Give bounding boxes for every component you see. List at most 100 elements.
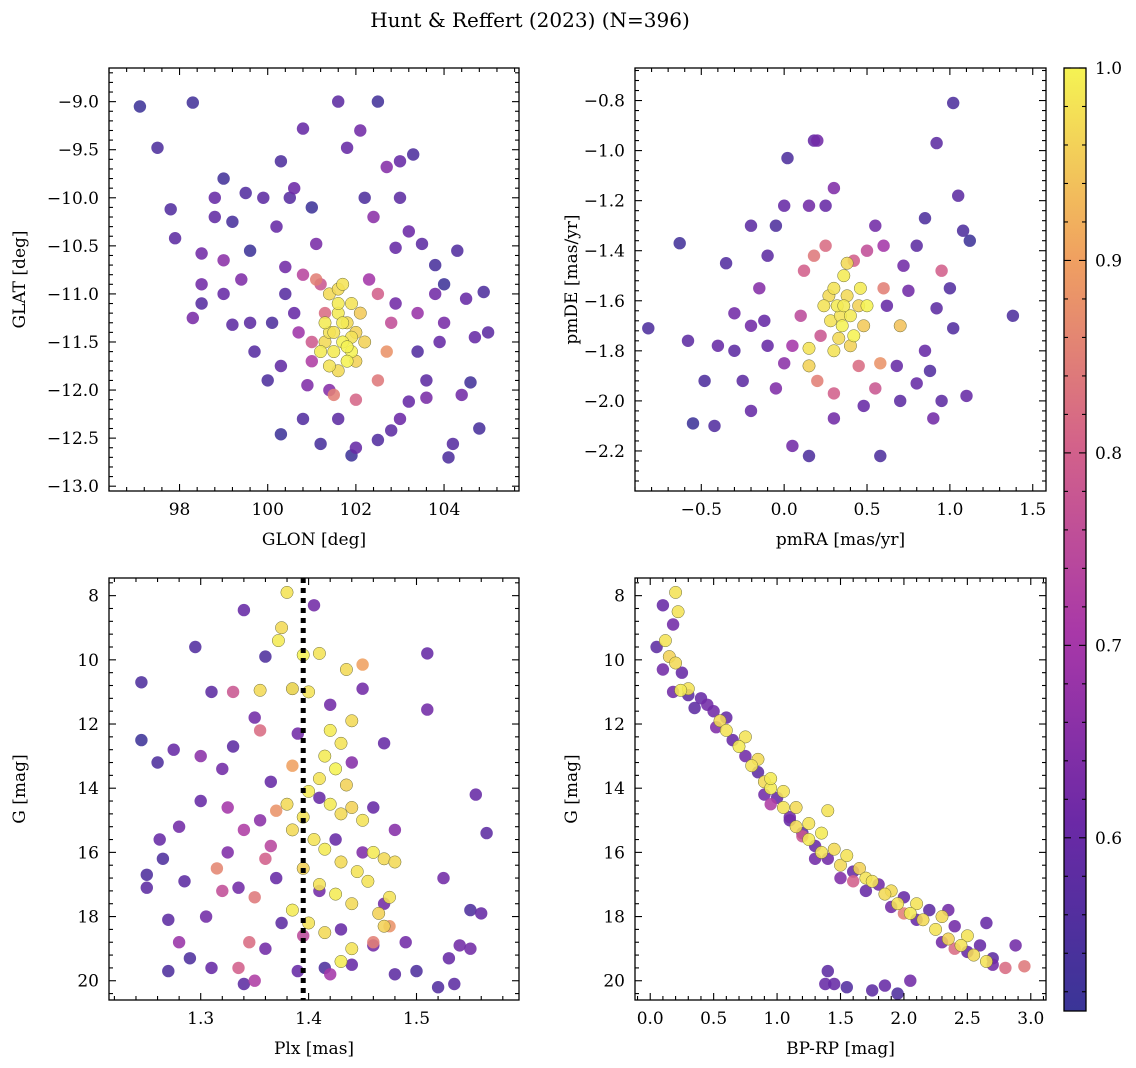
scatter-point [865,874,879,888]
scatter-point [880,299,894,312]
scatter-point [711,339,725,352]
colorbar-tick-label: 0.6 [1095,829,1122,849]
x-tick-label: 2.5 [954,1009,981,1029]
y-axis-label: G [mag] [10,754,30,823]
scatter-point [650,640,663,654]
scatter-point [448,977,461,991]
scatter-point [270,871,283,885]
x-tick-label: 1.0 [936,500,963,520]
x-tick-label: 1.3 [187,1009,214,1029]
x-tick-label: 98 [169,500,191,520]
scatter-point [205,685,218,699]
scatter-point [442,451,455,464]
scatter-point [305,335,318,349]
scatter-point [270,220,283,233]
y-tick-label: −9.0 [58,93,99,113]
y-axis-label: G [mag] [562,754,582,823]
scatter-point [821,964,834,978]
scatter-point [828,977,841,991]
scatter-point [811,374,824,388]
scatter-point [133,100,147,113]
scatter-point [318,306,332,320]
scatter-point [410,964,423,978]
scatter-point [669,585,683,599]
scatter-point [167,743,180,756]
scatter-point [802,341,816,355]
scatter-point [322,359,336,373]
scatter-point [999,961,1012,975]
scatter-point [421,647,434,660]
scatter-point [980,916,993,930]
scatter-point [324,698,337,711]
scatter-point [910,377,923,390]
scatter-point [869,382,882,395]
scatter-point [217,172,230,185]
scatter-point [764,798,777,811]
y-tick-label: 10 [603,651,625,671]
x-tick-label: 1.4 [295,1009,322,1029]
scatter-point [819,977,832,991]
scatter-point [354,124,367,137]
scatter-point [334,923,348,936]
scatter-point [758,314,771,327]
scatter-point [429,287,442,301]
scatter-point [843,309,857,323]
scatter-point [388,823,402,837]
scatter-point [857,319,871,333]
scatter-point [656,663,670,676]
scatter-point [878,887,892,901]
scatter-point [783,810,796,824]
scatter-point [802,359,816,373]
y-tick-label: −0.8 [584,92,625,112]
scatter-point [769,382,783,395]
scatter-point [239,186,252,200]
scatter-point [275,621,289,635]
scatter-point [353,306,367,320]
scatter-point [853,861,866,875]
scatter-point [285,823,299,837]
colorbar-gradient [1063,67,1087,1012]
scatter-point [232,961,245,975]
y-tick-label: 14 [603,779,625,799]
scatter-point [927,412,940,425]
scatter-point [918,344,932,357]
scatter-point [827,842,841,856]
scatter-point [336,316,350,330]
scatter-point [274,155,288,168]
scatter-point [781,151,794,165]
scatter-point [852,359,865,373]
scatter-point [675,666,689,679]
scatter-point [897,259,910,272]
axes-frame [108,67,520,492]
scatter-point [778,199,791,212]
scatter-point [310,237,323,251]
scatter-point [973,939,987,952]
scatter-point [402,225,415,238]
scatter-point [402,395,415,408]
scatter-point [455,388,468,402]
scatter-point [305,355,318,368]
scatter-point [340,340,354,354]
x-tick-label: 1.0 [764,1009,791,1029]
scatter-point [860,244,874,257]
scatter-point [297,929,310,942]
scatter-point [327,325,341,339]
scatter-point [658,634,672,648]
scatter-point [356,813,370,827]
scatter-point [305,201,318,214]
y-tick-label: −12.0 [47,381,99,401]
y-tick-label: −11.5 [47,333,99,353]
x-axis-label: GLON [deg] [262,530,366,550]
x-tick-label: 3.0 [1017,1009,1044,1029]
scatter-point [686,417,700,430]
scatter-point [674,683,688,697]
scatter-point [761,249,774,262]
scatter-point [935,264,948,277]
scatter-point [307,833,321,846]
scatter-point [891,987,904,1000]
scatter-point [840,256,854,270]
scatter-point [226,740,240,753]
scatter-point [817,299,831,313]
scatter-point [385,424,398,437]
scatter-point [866,984,879,997]
